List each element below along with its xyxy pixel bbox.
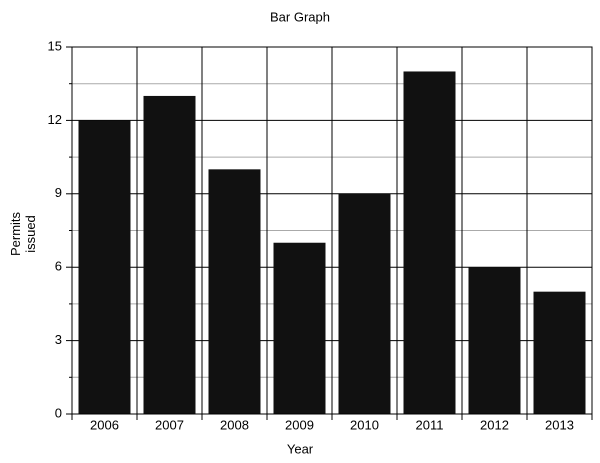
bar (468, 267, 521, 414)
x-tick-label: 2010 (350, 417, 379, 432)
chart-title: Bar Graph (270, 9, 330, 24)
bar (403, 71, 456, 414)
bar (143, 95, 196, 414)
x-axis-label: Year (287, 441, 314, 456)
bar (78, 120, 131, 415)
y-tick-label: 0 (55, 405, 62, 420)
y-tick-label: 6 (55, 259, 62, 274)
x-tick-label: 2011 (416, 417, 444, 432)
y-tick-label: 12 (48, 112, 62, 127)
bar (208, 169, 261, 414)
plot-frame (71, 46, 593, 415)
x-tick-label: 2012 (480, 417, 509, 432)
y-axis-label: Permits issued (8, 211, 38, 257)
x-tick-label: 2009 (285, 417, 314, 432)
bar (533, 291, 586, 414)
x-tick-label: 2006 (90, 417, 119, 432)
x-tick-label: 2007 (155, 417, 184, 432)
y-tick-label: 3 (55, 332, 62, 347)
x-tick-label: 2013 (545, 417, 574, 432)
y-tick-label: 15 (48, 38, 62, 53)
y-tick-label: 9 (55, 185, 62, 200)
x-tick-label: 2008 (220, 417, 249, 432)
bar (338, 193, 391, 414)
bar (273, 242, 326, 414)
